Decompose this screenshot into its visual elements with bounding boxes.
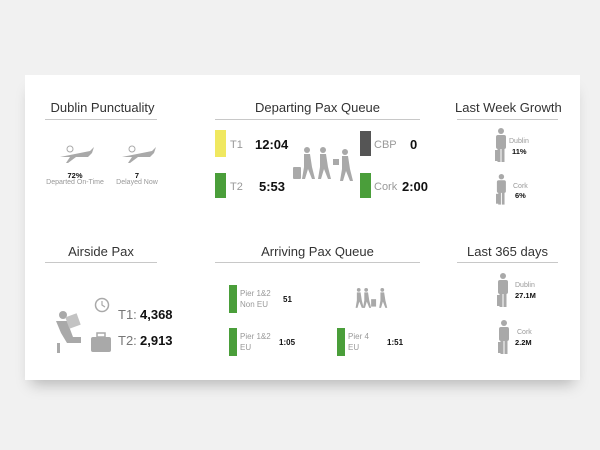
dublin-value: 11% — [512, 147, 527, 156]
passengers-queue-icon — [293, 147, 353, 181]
t2-label: T2 — [230, 181, 243, 193]
on-time-label: Departed On-Time — [46, 179, 104, 186]
pier-label: Pier 4 EU — [348, 332, 369, 352]
dublin-label: Dublin — [515, 282, 535, 289]
queue-bar — [229, 328, 237, 356]
delayed-label: Delayed Now — [116, 179, 158, 186]
queue-bar — [229, 285, 237, 313]
queue-bar — [337, 328, 345, 356]
t2-value: 5:53 — [259, 179, 286, 194]
airside-title: Airside Pax — [68, 244, 134, 259]
dublin-value: 27.1M — [515, 291, 536, 300]
divider — [215, 119, 420, 120]
t2-label: T2: — [118, 333, 137, 348]
passengers-icon — [355, 288, 388, 308]
pier-label: Pier 1&2 EU — [240, 332, 271, 352]
week-growth-title: Last Week Growth — [455, 100, 562, 115]
cork-value: 6% — [515, 191, 526, 200]
person-icon — [497, 273, 508, 307]
cork-label: Cork — [513, 183, 528, 190]
arriving-title: Arriving Pax Queue — [261, 244, 374, 259]
pier-value: 1:51 — [387, 338, 404, 347]
year-title: Last 365 days — [467, 244, 548, 259]
cork-label: Cork — [517, 329, 532, 336]
cbp-value: 0 — [410, 137, 418, 152]
divider — [457, 119, 558, 120]
dublin-label: Dublin — [509, 138, 529, 145]
pier-value: 1:05 — [279, 338, 296, 347]
pier-value: 51 — [283, 295, 292, 304]
t2-bar — [215, 173, 226, 198]
divider — [457, 262, 558, 263]
cbp-label: CBP — [374, 139, 397, 151]
plane-icon — [59, 145, 95, 164]
on-time-value: 72% — [67, 171, 83, 180]
t2-value: 2,913 — [140, 333, 173, 348]
pier-label: Pier 1&2 Non EU — [240, 289, 271, 309]
punctuality-title: Dublin Punctuality — [50, 100, 155, 115]
delayed-value: 7 — [134, 171, 140, 180]
divider — [215, 262, 420, 263]
divider — [45, 262, 157, 263]
t1-value: 4,368 — [140, 307, 173, 322]
t1-bar — [215, 130, 226, 157]
t1-label: T1 — [230, 139, 243, 151]
cork-value: 2.2M — [515, 338, 532, 347]
t1-label: T1: — [118, 307, 137, 322]
person-icon — [498, 320, 509, 354]
departing-title: Departing Pax Queue — [254, 100, 381, 115]
cork-label: Cork — [374, 181, 398, 193]
dashboard-card: Dublin Punctuality 72% Departed On-Time … — [25, 75, 580, 380]
cork-bar — [360, 173, 371, 198]
person-icon — [495, 128, 506, 162]
waiting-passenger-icon — [56, 297, 111, 353]
divider — [45, 119, 157, 120]
plane-icon — [121, 145, 157, 164]
cork-value: 2:00 — [402, 179, 429, 194]
cbp-bar — [360, 131, 371, 156]
t1-value: 12:04 — [255, 137, 289, 152]
person-icon — [496, 174, 506, 205]
